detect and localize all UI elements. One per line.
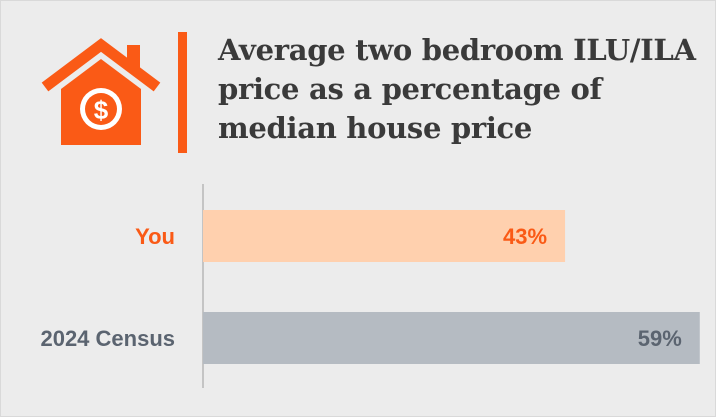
svg-text:$: $ xyxy=(94,95,109,125)
title-accent-bar xyxy=(178,32,187,153)
value-label-you: 43% xyxy=(503,224,547,249)
chart-title: Average two bedroom ILU/ILA price as a p… xyxy=(218,33,696,145)
value-label-2024-census: 59% xyxy=(638,326,682,351)
house-dollar-icon: $ xyxy=(41,38,161,145)
category-label-2024-census: 2024 Census xyxy=(40,326,175,351)
bar-2024-census xyxy=(203,312,700,364)
bar-you xyxy=(203,210,566,262)
category-label-you: You xyxy=(135,224,175,249)
